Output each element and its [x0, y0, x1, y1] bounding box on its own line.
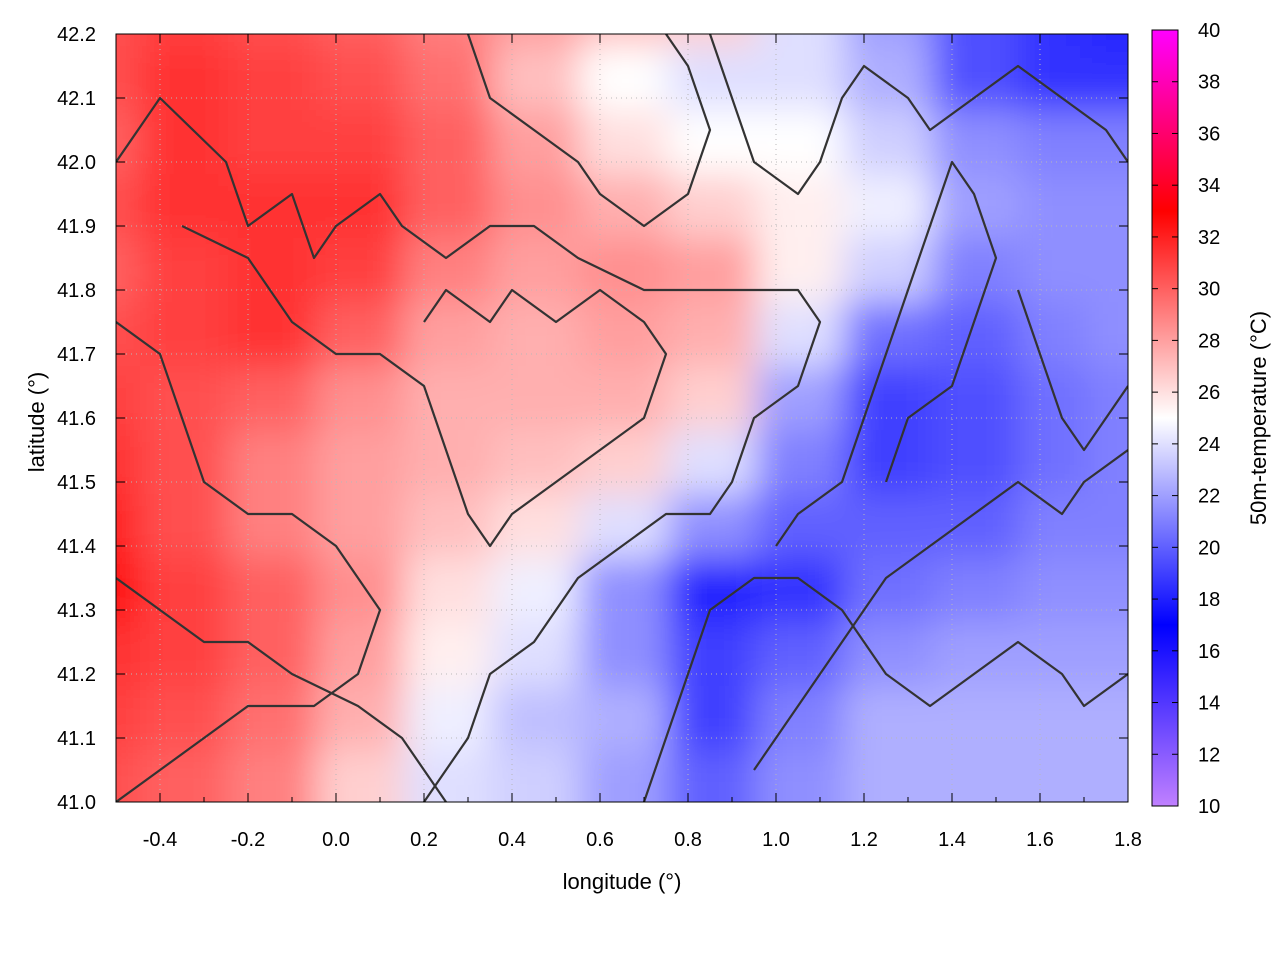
x-tick-label: 1.4 — [938, 829, 966, 851]
colorbar-tick-label: 38 — [1198, 72, 1220, 94]
colorbar-tick-label: 14 — [1198, 693, 1220, 715]
colorbar-tick-label: 16 — [1198, 641, 1220, 663]
contour-line — [1016, 289, 1128, 452]
y-tick-label: 41.4 — [57, 536, 96, 558]
colorbar-title: 50m-temperature (°C) — [1246, 311, 1271, 525]
x-tick-label: 0.2 — [410, 829, 438, 851]
contour-lines — [116, 34, 1128, 802]
y-tick-label: 42.0 — [57, 152, 96, 174]
y-axis-ticks: 41.0 41.1 41.2 41.3 41.4 41.5 41.6 41.7 41.8 41.9… — [57, 24, 1128, 814]
x-tick-label: 1.0 — [762, 829, 790, 851]
y-tick-label: 41.3 — [57, 600, 96, 622]
contour-line — [116, 321, 382, 802]
colorbar-tick-label: 20 — [1198, 537, 1220, 559]
colorbar-tick-label: 12 — [1198, 744, 1220, 766]
x-axis-title: longitude (°) — [563, 869, 682, 894]
x-axis-ticks: -0.4 -0.2 0.0 0.2 0.4 0.6 0.8 1.0 1.2 1.4 1.6 1.8 — [115, 34, 1142, 851]
temperature-field — [116, 34, 1128, 802]
x-tick-label: 0.6 — [586, 829, 614, 851]
contour-line — [181, 225, 668, 548]
y-tick-label: 42.1 — [57, 88, 96, 110]
x-tick-label: 1.8 — [1114, 829, 1142, 851]
contour-line — [466, 34, 712, 228]
colorbar: 10 12 14 16 18 20 22 24 26 28 30 32 34 36 38 40 50m-tem… — [1151, 20, 1271, 818]
x-tick-label: 0.4 — [498, 829, 526, 851]
contour-line — [753, 449, 1128, 771]
colorbar-tick-label: 26 — [1198, 382, 1220, 404]
x-tick-label: 1.2 — [850, 829, 878, 851]
y-axis-title: latitude (°) — [24, 372, 49, 473]
plot-area: -0.4 -0.2 0.0 0.2 0.4 0.6 0.8 1.0 1.2 1.4 1.6 1.8 4… — [57, 24, 1142, 851]
colorbar-tick-label: 22 — [1198, 486, 1220, 508]
colorbar-scale — [1151, 29, 1179, 807]
y-tick-label: 41.2 — [57, 664, 96, 686]
contour-line — [116, 577, 447, 802]
y-tick-label: 42.2 — [57, 24, 96, 46]
x-tick-label: -0.2 — [231, 829, 265, 851]
x-tick-label: -0.4 — [143, 829, 177, 851]
contour-line — [642, 576, 1128, 802]
contour-line — [116, 96, 822, 802]
x-tick-label: 0.8 — [674, 829, 702, 851]
y-tick-label: 41.7 — [57, 344, 96, 366]
colorbar-tick-label: 18 — [1198, 589, 1220, 611]
contour-line — [708, 34, 1128, 196]
x-tick-label: 0.0 — [322, 829, 350, 851]
y-tick-label: 41.0 — [57, 792, 96, 814]
y-tick-label: 41.5 — [57, 472, 96, 494]
colorbar-tick-label: 28 — [1198, 330, 1220, 352]
y-tick-label: 41.8 — [57, 280, 96, 302]
contour-line — [775, 160, 998, 547]
x-tick-label: 1.6 — [1026, 829, 1054, 851]
colorbar-tick-label: 10 — [1198, 796, 1220, 818]
temperature-cell — [1086, 750, 1128, 802]
colorbar-tick-label: 34 — [1198, 175, 1220, 197]
colorbar-tick-label: 32 — [1198, 227, 1220, 249]
colorbar-tick-label: 24 — [1198, 434, 1220, 456]
y-tick-label: 41.1 — [57, 728, 96, 750]
colorbar-tick-label: 30 — [1198, 279, 1220, 301]
colorbar-ticks: 10 12 14 16 18 20 22 24 26 28 30 32 34 36 38 40 — [1152, 20, 1220, 818]
colorbar-tick-label: 40 — [1198, 20, 1220, 42]
y-tick-label: 41.9 — [57, 216, 96, 238]
y-tick-label: 41.6 — [57, 408, 96, 430]
colorbar-tick-label: 36 — [1198, 123, 1220, 145]
